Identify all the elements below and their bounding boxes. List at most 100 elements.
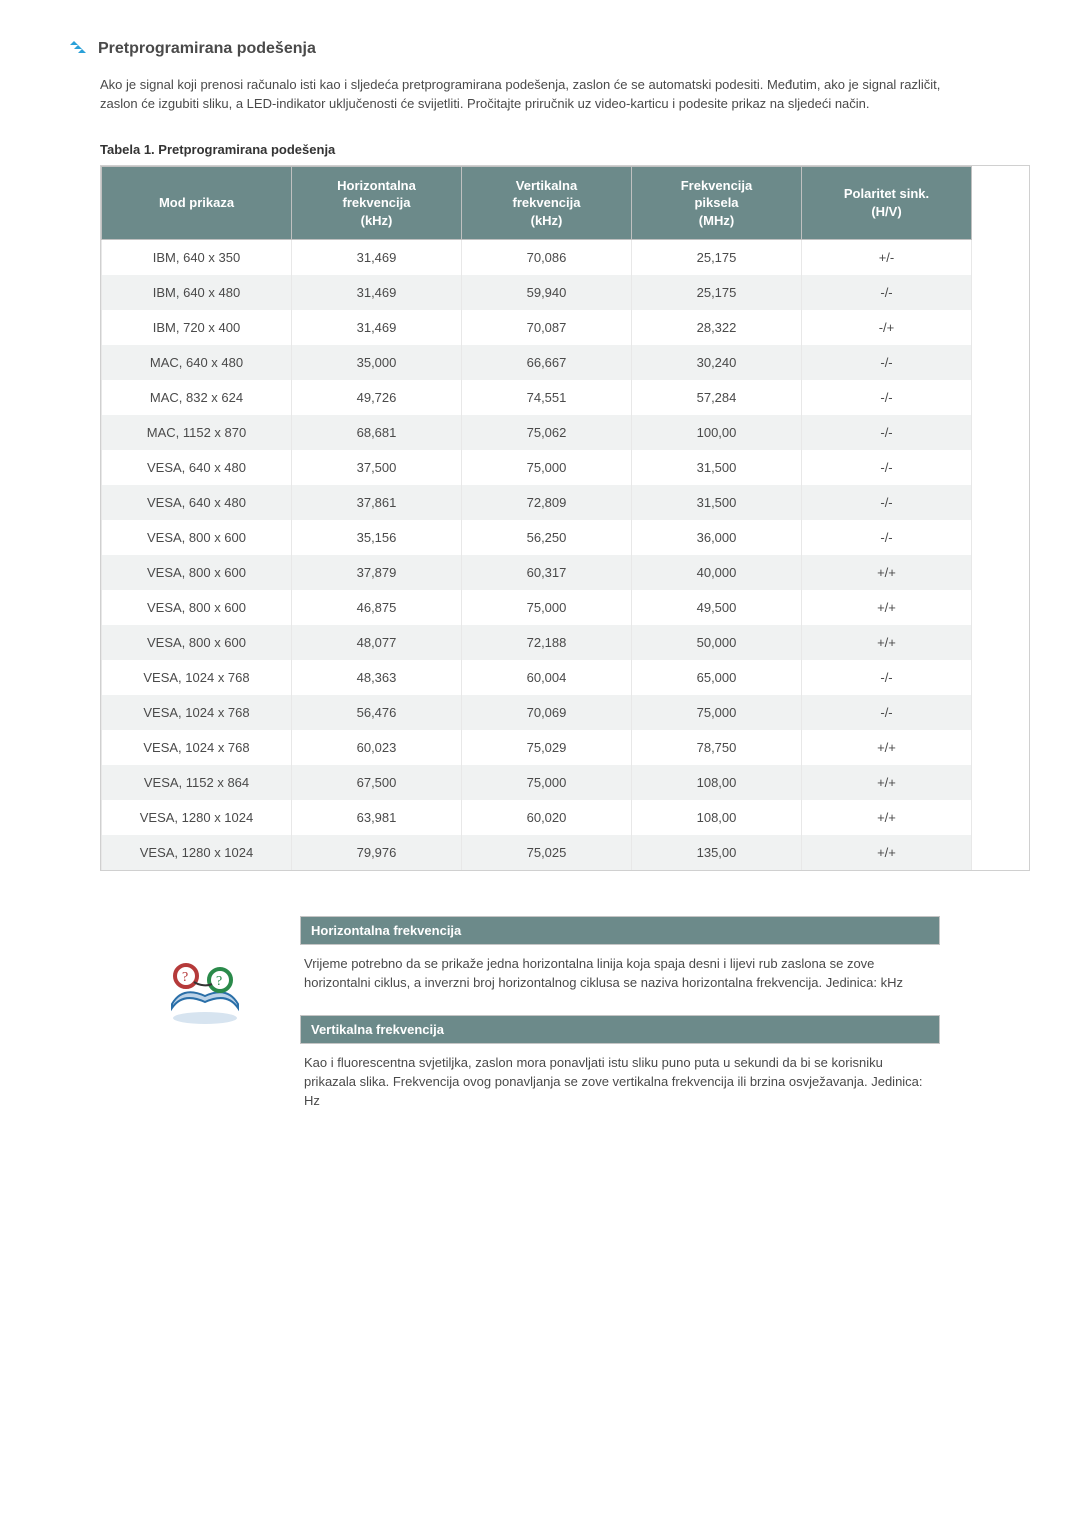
table-cell: 56,476	[292, 695, 462, 730]
table-cell: 49,500	[632, 590, 802, 625]
timing-table-wrap: Mod prikazaHorizontalnafrekvencija(kHz)V…	[100, 165, 1030, 872]
table-cell: MAC, 1152 x 870	[102, 415, 292, 450]
table-cell: 35,156	[292, 520, 462, 555]
table-cell: 48,363	[292, 660, 462, 695]
table-cell: 59,940	[462, 275, 632, 310]
table-cell: VESA, 1280 x 1024	[102, 800, 292, 835]
table-cell: -/-	[802, 345, 972, 380]
table-cell: 60,004	[462, 660, 632, 695]
table-row: IBM, 640 x 48031,46959,94025,175-/-	[102, 275, 972, 310]
svg-text:?: ?	[216, 974, 222, 989]
table-cell: 108,00	[632, 765, 802, 800]
table-row: VESA, 640 x 48037,50075,00031,500-/-	[102, 450, 972, 485]
table-cell: 31,469	[292, 310, 462, 345]
table-cell: 25,175	[632, 275, 802, 310]
table-cell: -/-	[802, 660, 972, 695]
table-cell: +/+	[802, 730, 972, 765]
info-h-text: Vrijeme potrebno da se prikaže jedna hor…	[300, 945, 940, 1015]
table-cell: 31,500	[632, 450, 802, 485]
table-cell: VESA, 1280 x 1024	[102, 835, 292, 870]
col-header: Polaritet sink.(H/V)	[802, 166, 972, 240]
table-cell: VESA, 1152 x 864	[102, 765, 292, 800]
table-header-row: Mod prikazaHorizontalnafrekvencija(kHz)V…	[102, 166, 972, 240]
info-h-title: Horizontalna frekvencija	[300, 916, 940, 945]
table-cell: +/+	[802, 555, 972, 590]
table-row: VESA, 800 x 60035,15656,25036,000-/-	[102, 520, 972, 555]
table-cell: -/-	[802, 380, 972, 415]
table-cell: 28,322	[632, 310, 802, 345]
table-cell: -/-	[802, 485, 972, 520]
table-cell: 75,000	[462, 450, 632, 485]
table-cell: 74,551	[462, 380, 632, 415]
info-v-text: Kao i fluorescentna svjetiljka, zaslon m…	[300, 1044, 940, 1133]
reading-icon: ? ?	[160, 946, 250, 1029]
table-head: Mod prikazaHorizontalnafrekvencija(kHz)V…	[102, 166, 972, 240]
table-cell: -/-	[802, 695, 972, 730]
table-cell: 100,00	[632, 415, 802, 450]
col-header: Vertikalnafrekvencija(kHz)	[462, 166, 632, 240]
arrows-icon	[70, 41, 86, 57]
table-cell: 40,000	[632, 555, 802, 590]
table-row: VESA, 1024 x 76860,02375,02978,750+/+	[102, 730, 972, 765]
table-cell: 75,062	[462, 415, 632, 450]
intro-text: Ako je signal koji prenosi računalo isti…	[100, 76, 980, 114]
table-cell: 72,809	[462, 485, 632, 520]
table-cell: +/+	[802, 625, 972, 660]
table-cell: 60,020	[462, 800, 632, 835]
table-cell: -/-	[802, 520, 972, 555]
table-cell: 75,000	[462, 765, 632, 800]
table-cell: MAC, 832 x 624	[102, 380, 292, 415]
table-row: VESA, 1280 x 102479,97675,025135,00+/+	[102, 835, 972, 870]
table-cell: 56,250	[462, 520, 632, 555]
table-cell: +/+	[802, 765, 972, 800]
table-row: IBM, 640 x 35031,46970,08625,175+/-	[102, 240, 972, 276]
table-cell: 46,875	[292, 590, 462, 625]
table-cell: 70,069	[462, 695, 632, 730]
info-section: ? ? Horizontalna frekvencija Vrijeme pot…	[160, 916, 1030, 1132]
table-cell: 67,500	[292, 765, 462, 800]
table-row: VESA, 800 x 60048,07772,18850,000+/+	[102, 625, 972, 660]
table-cell: VESA, 1024 x 768	[102, 660, 292, 695]
table-cell: +/-	[802, 240, 972, 276]
table-row: MAC, 640 x 48035,00066,66730,240-/-	[102, 345, 972, 380]
table-row: VESA, 640 x 48037,86172,80931,500-/-	[102, 485, 972, 520]
col-header: Frekvencijapiksela(MHz)	[632, 166, 802, 240]
table-cell: 68,681	[292, 415, 462, 450]
info-v-title: Vertikalna frekvencija	[300, 1015, 940, 1044]
table-cell: VESA, 800 x 600	[102, 590, 292, 625]
table-cell: -/+	[802, 310, 972, 345]
table-row: IBM, 720 x 40031,46970,08728,322-/+	[102, 310, 972, 345]
table-cell: VESA, 1024 x 768	[102, 695, 292, 730]
table-cell: VESA, 800 x 600	[102, 555, 292, 590]
table-cell: 31,469	[292, 275, 462, 310]
table-cell: MAC, 640 x 480	[102, 345, 292, 380]
table-cell: 50,000	[632, 625, 802, 660]
table-cell: 79,976	[292, 835, 462, 870]
section-heading: Pretprogramirana podešenja	[98, 40, 316, 58]
table-cell: 57,284	[632, 380, 802, 415]
table-cell: -/-	[802, 275, 972, 310]
table-cell: 75,025	[462, 835, 632, 870]
table-body: IBM, 640 x 35031,46970,08625,175+/-IBM, …	[102, 240, 972, 871]
table-cell: IBM, 640 x 480	[102, 275, 292, 310]
table-cell: 135,00	[632, 835, 802, 870]
table-cell: 75,000	[462, 590, 632, 625]
table-cell: 35,000	[292, 345, 462, 380]
col-header: Mod prikaza	[102, 166, 292, 240]
table-cell: 78,750	[632, 730, 802, 765]
table-cell: 60,023	[292, 730, 462, 765]
section-heading-row: Pretprogramirana podešenja	[70, 40, 1030, 58]
table-cell: 75,000	[632, 695, 802, 730]
table-cell: 70,086	[462, 240, 632, 276]
table-cell: 72,188	[462, 625, 632, 660]
table-cell: 108,00	[632, 800, 802, 835]
table-cell: IBM, 640 x 350	[102, 240, 292, 276]
table-cell: 66,667	[462, 345, 632, 380]
table-cell: 37,879	[292, 555, 462, 590]
table-cell: 60,317	[462, 555, 632, 590]
table-row: VESA, 800 x 60046,87575,00049,500+/+	[102, 590, 972, 625]
table-cell: 36,000	[632, 520, 802, 555]
table-row: VESA, 1152 x 86467,50075,000108,00+/+	[102, 765, 972, 800]
table-cell: +/+	[802, 835, 972, 870]
table-row: VESA, 800 x 60037,87960,31740,000+/+	[102, 555, 972, 590]
